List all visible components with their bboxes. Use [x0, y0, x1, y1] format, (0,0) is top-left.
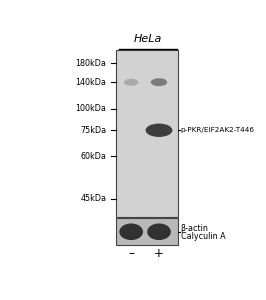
Text: +: +: [154, 247, 164, 260]
Text: 100kDa: 100kDa: [76, 104, 106, 113]
Text: 45kDa: 45kDa: [80, 194, 106, 203]
Text: 60kDa: 60kDa: [81, 152, 106, 160]
Bar: [116, 50, 178, 217]
Text: Calyculin A: Calyculin A: [181, 232, 225, 241]
Text: HeLa: HeLa: [134, 34, 162, 44]
Ellipse shape: [124, 79, 138, 86]
Text: 180kDa: 180kDa: [76, 59, 106, 68]
Text: –: –: [128, 247, 134, 260]
Ellipse shape: [146, 124, 172, 137]
Text: β-actin: β-actin: [181, 224, 209, 233]
Ellipse shape: [151, 78, 167, 86]
Text: 140kDa: 140kDa: [76, 78, 106, 87]
Text: p-PKR/EIF2AK2-T446: p-PKR/EIF2AK2-T446: [181, 127, 255, 133]
Text: 75kDa: 75kDa: [80, 126, 106, 135]
Bar: [116, 218, 178, 245]
Ellipse shape: [119, 224, 143, 240]
Ellipse shape: [147, 224, 171, 240]
